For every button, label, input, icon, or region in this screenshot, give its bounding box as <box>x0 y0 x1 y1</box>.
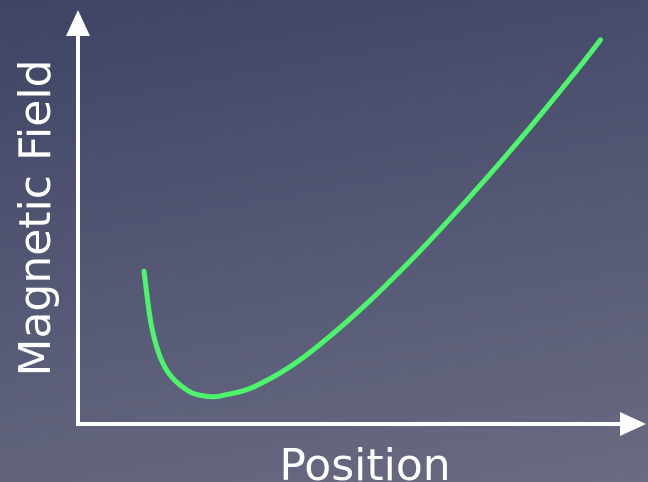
y-axis-label: Magnetic Field <box>10 59 61 376</box>
y-axis-arrowhead <box>66 10 90 36</box>
x-axis-label: Position <box>279 440 450 482</box>
series-line-0 <box>141 37 603 400</box>
series-layer <box>141 37 603 400</box>
x-axis-arrowhead <box>620 412 646 436</box>
